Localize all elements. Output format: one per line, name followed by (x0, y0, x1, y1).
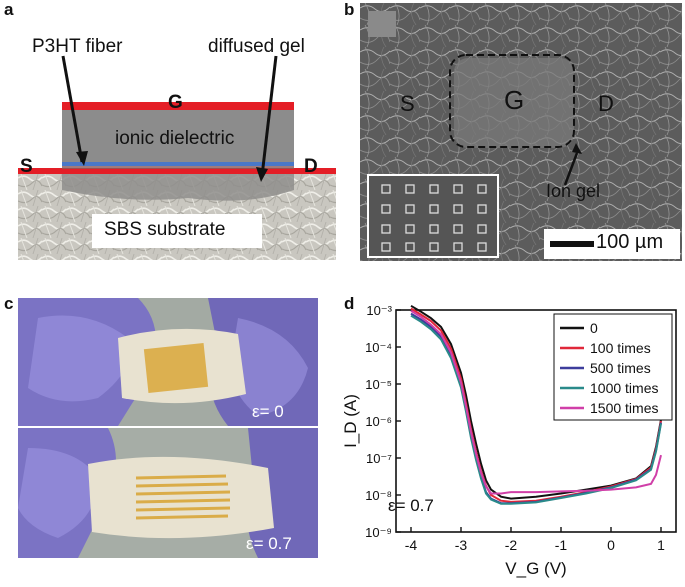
photo-unstretched-drawing (18, 298, 318, 426)
diffused-gel-region (62, 172, 294, 201)
label-source: S (20, 156, 33, 177)
panel-b-sem-image: S G D Ion gel 100 µm (360, 3, 682, 261)
y-tick-label: 10⁻⁸ (365, 488, 392, 503)
photo-unstretched: ε= 0 (18, 298, 318, 426)
x-tick-label: -3 (455, 537, 468, 553)
series-line-1500-times (410, 309, 662, 495)
label-ionic-dielectric: ionic dielectric (115, 128, 235, 149)
y-tick-label: 10⁻⁷ (366, 451, 392, 466)
sem-texture (360, 3, 682, 261)
x-tick-label: -1 (555, 537, 568, 553)
legend-label: 1000 times (590, 380, 658, 396)
y-tick-label: 10⁻⁵ (365, 377, 392, 392)
sem-label-drain: D (598, 91, 614, 116)
label-sbs-substrate: SBS substrate (104, 219, 226, 240)
x-tick-label: 1 (657, 537, 665, 553)
substrate-label-box (92, 214, 262, 248)
sem-label-source: S (400, 91, 415, 116)
sem-label-gate: G (504, 85, 525, 115)
gate-electrode (62, 102, 294, 110)
ionic-dielectric-layer (62, 108, 294, 162)
x-tick-label: 0 (607, 537, 615, 553)
panel-d-chart: 10⁻⁹ 10⁻⁸ 10⁻⁷ 10⁻⁶ 10⁻⁵ 10⁻⁴ 10⁻³ -4 -3 -2 -1 0 1 … (340, 296, 685, 582)
y-tick-label: 10⁻³ (366, 303, 392, 318)
y-axis-label: I_D (A) (341, 394, 360, 448)
x-tick-label: -4 (405, 537, 418, 553)
panel-letter-c: c (4, 294, 14, 313)
x-axis-label: V_G (V) (505, 559, 566, 578)
sem-label-ion-gel: Ion gel (546, 181, 601, 201)
photo-stretched: ε= 0.7 (18, 428, 318, 558)
blue-layer (62, 160, 294, 166)
legend-label: 0 (590, 320, 598, 336)
x-tick-label: -2 (505, 537, 518, 553)
y-tick-label: 10⁻⁴ (365, 340, 392, 355)
transfer-curve-chart: 10⁻⁹10⁻⁸10⁻⁷10⁻⁶10⁻⁵10⁻⁴10⁻³ -4 -3 -2 -1 0 1 … (341, 303, 677, 578)
strain-annotation: ε= 0.7 (388, 496, 434, 515)
label-diffused-gel: diffused gel (208, 36, 305, 57)
scale-bar-label: 100 µm (596, 231, 664, 253)
panel-letter-a: a (4, 0, 14, 19)
source-drain-electrode (18, 168, 336, 174)
panel-letter-b: b (344, 0, 355, 19)
legend-label: 500 times (590, 360, 651, 376)
strain-label-zero: ε= 0 (252, 402, 284, 421)
scale-bar (550, 241, 594, 247)
schematic-drawing (18, 55, 336, 260)
panel-a-schematic: P3HT fiber diffused gel G ionic dielectr… (18, 14, 336, 260)
gate-dashed-outline (449, 54, 575, 148)
label-drain: D (304, 156, 318, 177)
y-tick-label: 10⁻⁹ (365, 525, 392, 540)
series-line-1000-times (410, 314, 662, 505)
strain-label-stretched: ε= 0.7 (246, 534, 292, 553)
photo-stretched-drawing (18, 428, 318, 558)
legend-label: 1500 times (590, 400, 658, 416)
label-p3ht-fiber: P3HT fiber (32, 36, 123, 57)
inset-electrode-grid (381, 184, 487, 252)
y-tick-label: 10⁻⁶ (365, 414, 392, 429)
panel-letter-d: d (344, 294, 355, 313)
legend-label: 100 times (590, 340, 651, 356)
label-gate: G (168, 92, 183, 113)
